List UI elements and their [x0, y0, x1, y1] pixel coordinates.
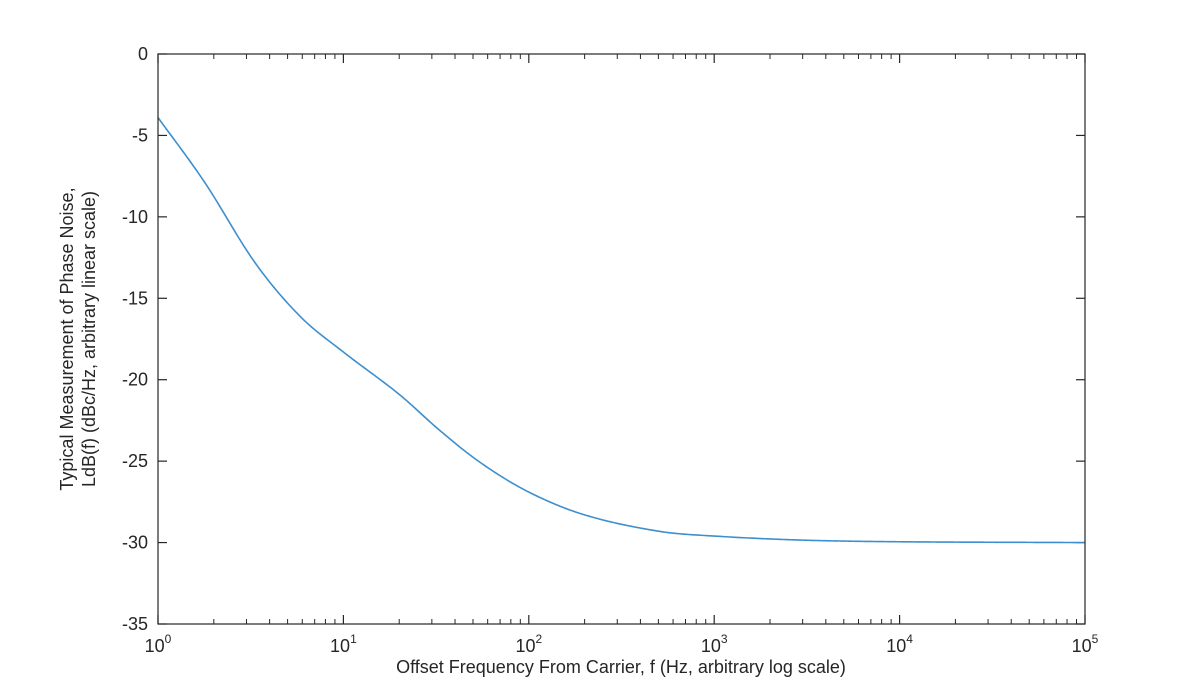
x-tick-label: 102 — [515, 632, 542, 656]
phase-noise-curve — [157, 117, 1086, 544]
x-tick-label: 103 — [701, 632, 728, 656]
x-tick-label: 101 — [330, 632, 357, 656]
y-tick-label: -35 — [122, 614, 148, 634]
y-tick-label: -10 — [122, 207, 148, 227]
y-axis-label: Typical Measurement of Phase Noise, LdB(… — [57, 187, 99, 490]
y-axis-label-line2: LdB(f) (dBc/Hz, arbitrary linear scale) — [79, 191, 99, 487]
y-tick-label: -5 — [132, 125, 148, 145]
x-minor-ticks — [213, 54, 1078, 624]
plot-area — [158, 54, 1085, 624]
axes-box — [157, 53, 1086, 625]
y-axis-label-line1: Typical Measurement of Phase Noise, — [57, 187, 77, 490]
y-tick-label: -20 — [122, 370, 148, 390]
y-tick-label: 0 — [138, 44, 148, 64]
x-tick-label: 100 — [145, 632, 172, 656]
x-axis-label: Offset Frequency From Carrier, f (Hz, ar… — [396, 657, 846, 677]
x-tick-label: 105 — [1072, 632, 1099, 656]
x-tick-label: 104 — [886, 632, 913, 656]
x-tick-labels: 100 101 102 103 104 105 — [145, 632, 1099, 656]
y-tick-label: -15 — [122, 288, 148, 308]
y-tick-labels: 0 -5 -10 -15 -20 -25 -30 -35 — [122, 44, 148, 634]
y-tick-label: -30 — [122, 533, 148, 553]
y-tick-label: -25 — [122, 451, 148, 471]
